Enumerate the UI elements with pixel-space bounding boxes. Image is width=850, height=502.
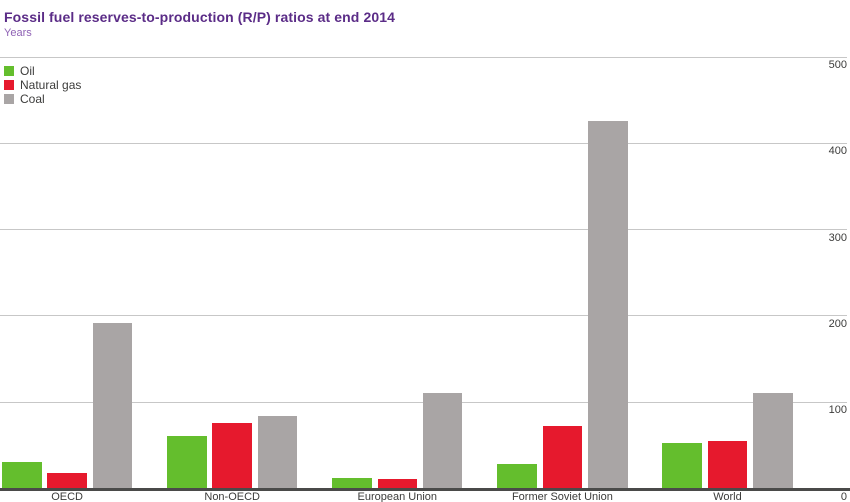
legend-item-natural-gas: Natural gas: [4, 78, 81, 92]
legend-label: Oil: [20, 64, 35, 78]
legend-item-coal: Coal: [4, 92, 81, 106]
chart-subtitle: Years: [4, 27, 32, 39]
gridline-200: [0, 315, 847, 317]
bar-oecd-coal: [92, 323, 133, 488]
x-axis-category-label: World: [713, 491, 742, 502]
y-axis-tick-label: 200: [828, 317, 847, 330]
bar-non-oecd-oil: [167, 436, 207, 488]
bar-former-soviet-union-coal: [588, 120, 628, 488]
bar-world-coal: [753, 393, 793, 488]
bar-non-oecd-natural-gas: [212, 423, 252, 488]
gridline-500: [0, 56, 847, 58]
y-axis-tick-label: 100: [828, 404, 847, 417]
legend-label: Natural gas: [20, 78, 82, 92]
bar-former-soviet-union-oil: [497, 463, 537, 488]
legend-item-oil: Oil: [4, 64, 81, 78]
bar-oecd-oil: [2, 462, 42, 488]
bar-european-union-coal: [422, 393, 463, 488]
x-axis-category-label: OECD: [51, 491, 83, 502]
x-axis-line: [0, 487, 850, 491]
x-axis-category-label: Former Soviet Union: [511, 491, 613, 502]
bar-world-natural-gas: [707, 441, 748, 488]
bar-european-union-natural-gas: [377, 478, 418, 488]
x-axis-category-label: Non-OECD: [204, 491, 260, 502]
x-axis-category-label: European Union: [357, 491, 438, 502]
legend: Oil Natural gas Coal: [4, 64, 81, 106]
legend-swatch: [4, 94, 14, 104]
y-axis-tick-label: 500: [828, 59, 847, 72]
gridline-400: [0, 142, 847, 144]
legend-swatch: [4, 66, 14, 76]
bar-former-soviet-union-natural-gas: [542, 425, 583, 488]
bar-european-union-oil: [332, 477, 372, 488]
bar-non-oecd-coal: [257, 415, 298, 488]
gridline-300: [0, 229, 847, 231]
y-axis-tick-label: 300: [828, 231, 847, 244]
chart-title: Fossil fuel reserves-to-production (R/P)…: [4, 9, 395, 25]
bar-oecd-natural-gas: [47, 473, 87, 488]
y-axis-tick-label: 0: [840, 490, 847, 502]
y-axis-tick-label: 400: [828, 145, 847, 158]
bar-world-oil: [662, 443, 702, 488]
legend-label: Coal: [20, 92, 45, 106]
legend-swatch: [4, 80, 14, 90]
